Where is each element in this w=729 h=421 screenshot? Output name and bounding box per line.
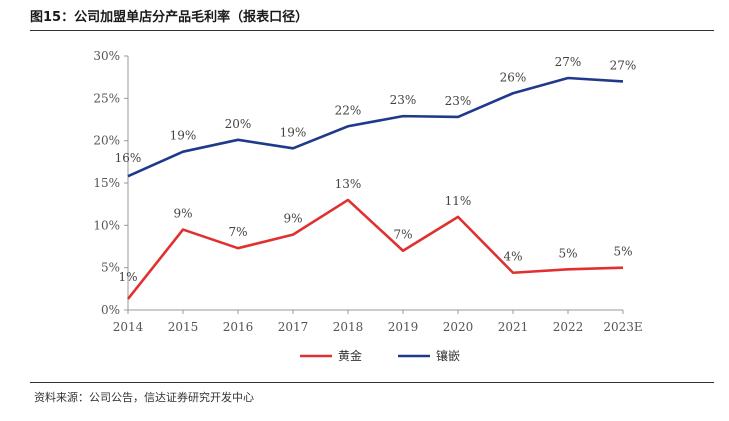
x-tick-label: 2017 <box>278 320 309 334</box>
x-tick-label: 2016 <box>223 320 254 334</box>
data-label: 5% <box>558 246 577 260</box>
x-tick-label: 2021 <box>498 320 529 334</box>
x-tick-label: 2018 <box>333 320 364 334</box>
data-label: 22% <box>335 103 362 117</box>
legend-label-gold: 黄金 <box>338 348 362 363</box>
data-label: 19% <box>280 125 307 139</box>
data-label: 26% <box>500 70 527 84</box>
data-label: 23% <box>390 93 417 107</box>
data-label: 7% <box>228 225 247 239</box>
top-rule <box>30 30 714 31</box>
bottom-rule <box>30 382 714 383</box>
data-label: 7% <box>393 228 412 242</box>
y-tick-label: 10% <box>93 218 120 232</box>
series-line-gold <box>126 198 624 300</box>
data-label: 9% <box>283 212 302 226</box>
x-tick-label: 2020 <box>443 320 474 334</box>
x-tick-label: 2015 <box>168 320 199 334</box>
legend-label-inlay: 镶嵌 <box>436 348 460 363</box>
figure-title: 图15：公司加盟单店分产品毛利率（报表口径） <box>30 10 309 25</box>
y-tick-label: 25% <box>93 91 120 105</box>
y-tick-label: 5% <box>101 261 120 275</box>
x-tick-label: 2023E <box>603 320 642 334</box>
x-tick-label: 2022 <box>553 320 584 334</box>
data-label: 5% <box>613 245 632 259</box>
data-label: 13% <box>335 177 362 191</box>
data-label: 1% <box>118 270 137 284</box>
y-tick-label: 20% <box>93 134 120 148</box>
data-label: 20% <box>225 117 252 131</box>
line-chart: 0% 5% 10% 15% 20% 25% 30% 2014 2015 2016 2017 2018 2… <box>93 49 642 363</box>
data-label: 16% <box>115 151 142 165</box>
data-label: 11% <box>445 194 472 208</box>
data-label: 27% <box>610 58 637 72</box>
data-label: 19% <box>170 129 197 143</box>
x-tick-label: 2019 <box>388 320 419 334</box>
data-label: 9% <box>173 207 192 221</box>
y-tick-label: 0% <box>101 303 120 317</box>
data-label: 23% <box>445 94 472 108</box>
data-label: 4% <box>503 250 522 264</box>
series-line-inlay <box>127 76 624 178</box>
source-note: 资料来源：公司公告，信达证券研究开发中心 <box>34 391 254 404</box>
y-tick-label: 15% <box>93 176 120 190</box>
y-tick-label: 30% <box>93 49 120 63</box>
data-label: 27% <box>555 55 582 69</box>
x-tick-label: 2014 <box>113 320 144 334</box>
